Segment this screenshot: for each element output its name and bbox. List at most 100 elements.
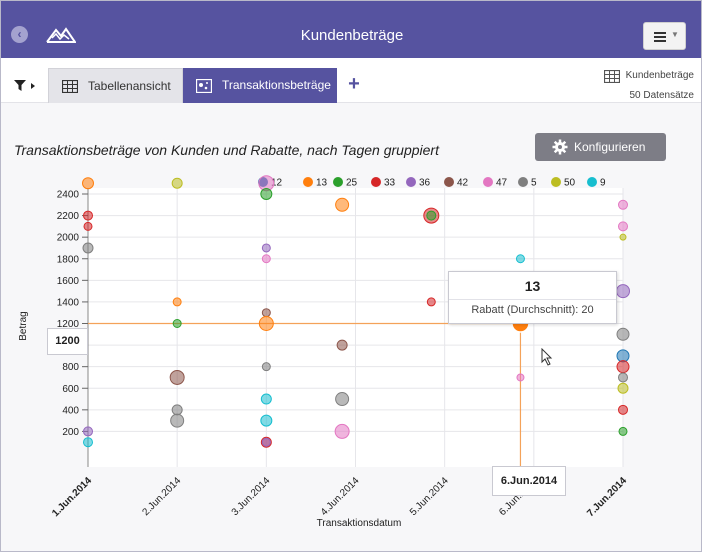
data-point — [616, 360, 630, 374]
tab-table-view[interactable]: Tabellenansicht — [48, 68, 183, 103]
legend-label: 42 — [457, 178, 469, 189]
x-tick-label: 1.Jun.2014 — [50, 475, 94, 519]
tooltip-detail: Rabatt (Durchschnitt): 20 — [471, 304, 594, 316]
filter-icon[interactable] — [14, 80, 36, 92]
data-point — [261, 437, 271, 447]
data-point — [82, 242, 94, 254]
app-title: Kundenbeträge — [300, 27, 404, 44]
data-point — [171, 177, 183, 189]
x-tick-label: 2.Jun.2014 — [141, 475, 184, 518]
data-point — [617, 382, 629, 394]
data-point — [83, 221, 93, 231]
back-arrow-icon[interactable]: ‹ — [11, 26, 28, 43]
configure-button[interactable]: Konfigurieren — [535, 133, 666, 161]
data-point — [83, 210, 93, 221]
plus-icon[interactable]: + — [348, 73, 360, 95]
table-icon — [62, 80, 78, 93]
legend-marker — [483, 177, 493, 187]
scatter-chart[interactable]: 2004006008001000120014001600180020002200… — [1, 104, 702, 552]
data-point — [516, 373, 525, 382]
x-tick-label: 5.Jun.2014 — [408, 475, 451, 518]
data-point — [258, 316, 274, 331]
legend-marker — [551, 177, 561, 187]
legend-label: 36 — [419, 178, 431, 189]
y-axis-title: Betrag — [18, 311, 29, 340]
data-point — [170, 413, 185, 428]
data-point — [426, 210, 437, 221]
crosshair-x-value: 6.Jun.2014 — [492, 466, 566, 496]
legend-marker — [371, 177, 381, 187]
data-point — [83, 426, 93, 437]
tab-transaction-amounts[interactable]: Transaktionsbeträge — [183, 68, 337, 103]
y-tick-label: 1800 — [57, 254, 80, 265]
data-point — [260, 414, 273, 427]
tab-label: Transaktionsbeträge — [222, 78, 331, 92]
y-tick-label: 1400 — [57, 297, 80, 308]
legend-marker — [587, 177, 597, 187]
legend-marker — [303, 177, 313, 187]
legend-label: 50 — [564, 178, 576, 189]
chart-tooltip: 13 Rabatt (Durchschnitt): 20 — [448, 271, 617, 324]
dataset-name: Kundenbeträge — [625, 70, 694, 81]
data-point — [616, 349, 630, 363]
data-point — [618, 221, 628, 232]
legend-label: 13 — [316, 178, 328, 189]
hamburger-menu-button[interactable]: ▼ — [643, 22, 686, 50]
legend-marker — [406, 177, 416, 187]
data-point — [261, 254, 271, 264]
data-point — [261, 308, 271, 318]
y-tick-label: 2400 — [57, 190, 80, 201]
data-point — [260, 188, 273, 200]
chevron-down-icon: ▼ — [671, 30, 679, 39]
data-point — [172, 297, 182, 307]
data-point — [261, 243, 271, 253]
y-tick-label: 2200 — [57, 211, 80, 222]
data-point — [335, 392, 350, 407]
data-point — [335, 197, 350, 212]
legend-label: 9 — [600, 178, 606, 189]
x-tick-label: 4.Jun.2014 — [319, 475, 362, 518]
tab-label: Tabellenansicht — [88, 79, 171, 93]
legend-marker — [518, 177, 528, 187]
hamburger-menu-icon — [654, 32, 666, 34]
data-point — [619, 233, 627, 241]
data-point — [334, 423, 350, 439]
data-point — [260, 393, 272, 405]
data-point — [261, 362, 271, 372]
data-point — [426, 297, 436, 307]
y-tick-label: 200 — [62, 427, 79, 438]
x-axis-title: Transaktionsdatum — [317, 518, 402, 529]
legend-label: 25 — [346, 178, 358, 189]
data-point — [82, 177, 94, 190]
x-tick-label: 7.Jun.2014 — [585, 475, 629, 519]
table-icon — [603, 69, 620, 83]
chart-icon — [196, 79, 212, 93]
data-point — [618, 372, 628, 383]
mountain-logo-icon — [46, 27, 76, 43]
data-point — [515, 254, 525, 264]
data-point — [616, 284, 630, 299]
tab-bar: Tabellenansicht Transaktionsbeträge + — [1, 58, 701, 103]
dataset-count: 50 Datensätze — [629, 90, 695, 101]
tooltip-title: 13 — [524, 278, 541, 294]
mouse-cursor-icon — [541, 348, 553, 366]
data-point — [172, 319, 182, 328]
data-point — [616, 327, 630, 341]
data-point — [83, 437, 93, 448]
data-point — [618, 199, 628, 210]
legend-marker — [333, 177, 343, 187]
legend-label: 12 — [271, 178, 283, 189]
y-tick-label: 1600 — [57, 276, 80, 287]
configure-label: Konfigurieren — [574, 140, 646, 154]
legend-label: 5 — [531, 178, 537, 189]
app-header: ‹ Kundenbeträge ▼ — [1, 1, 701, 58]
data-point — [618, 404, 628, 415]
data-point — [171, 404, 183, 416]
chart-heading: Transaktionsbeträge von Kunden und Rabat… — [14, 142, 439, 158]
legend-label: 47 — [496, 178, 508, 189]
y-tick-label: 2000 — [57, 233, 80, 244]
y-tick-label: 1200 — [57, 319, 80, 330]
data-point — [618, 426, 628, 436]
legend-marker — [444, 177, 454, 187]
